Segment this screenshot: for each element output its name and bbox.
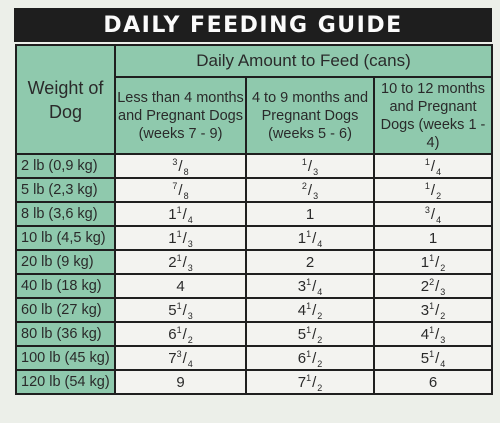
amount-cell: 41/2 [245, 297, 375, 323]
table-row: 5 lb (2,3 kg) 7/8 2/3 1/2 [15, 177, 494, 203]
daily-amount-header: Daily Amount to Feed (cans) [113, 44, 494, 78]
amount-cell: 31/2 [372, 297, 494, 323]
weight-cell: 100 lb (45 kg) [15, 345, 116, 371]
table-row: 100 lb (45 kg) 73/4 61/2 51/4 [15, 345, 494, 371]
amount-cell: 9 [114, 369, 247, 395]
amount-cell: 11/4 [114, 201, 247, 227]
page-title: DAILY FEEDING GUIDE [14, 8, 492, 42]
weight-cell: 40 lb (18 kg) [15, 273, 116, 299]
amount-cell: 61/2 [245, 345, 375, 371]
amount-cell: 4 [114, 273, 247, 299]
amount-cell: 1/3 [245, 153, 375, 179]
weight-column-header: Weight of Dog [15, 44, 116, 155]
weight-cell: 2 lb (0,9 kg) [15, 153, 116, 179]
table-row: 60 lb (27 kg) 51/3 41/2 31/2 [15, 297, 494, 323]
amount-cell: 1 [372, 225, 494, 251]
amount-cell: 51/3 [114, 297, 247, 323]
weight-cell: 60 lb (27 kg) [15, 297, 116, 323]
table-row: 40 lb (18 kg) 4 31/4 22/3 [15, 273, 494, 299]
table-row: 10 lb (4,5 kg) 11/3 11/4 1 [15, 225, 494, 251]
table-row: 2 lb (0,9 kg) 3/8 1/3 1/4 [15, 153, 494, 179]
amount-cell: 22/3 [372, 273, 494, 299]
amount-cell: 1 [245, 201, 375, 227]
amount-cell: 41/3 [372, 321, 494, 347]
amount-cell: 3/4 [372, 201, 494, 227]
column-header-4-to-9-months: 4 to 9 months and Pregnant Dogs (weeks 5… [245, 76, 375, 155]
amount-cell: 21/3 [114, 249, 247, 275]
amount-cell: 51/4 [372, 345, 494, 371]
amount-cell: 3/8 [114, 153, 247, 179]
amount-cell: 11/2 [372, 249, 494, 275]
amount-cell: 6 [372, 369, 494, 395]
table-row: 20 lb (9 kg) 21/3 2 11/2 [15, 249, 494, 275]
amount-cell: 73/4 [114, 345, 247, 371]
amount-cell: 31/4 [245, 273, 375, 299]
feeding-table: Weight of Dog Daily Amount to Feed (cans… [15, 44, 494, 395]
amount-cell: 2/3 [245, 177, 375, 203]
amount-cell: 1/4 [372, 153, 494, 179]
column-header-10-to-12-months: 10 to 12 months and Pregnant Dogs (weeks… [372, 76, 494, 155]
weight-cell: 20 lb (9 kg) [15, 249, 116, 275]
weight-cell: 10 lb (4,5 kg) [15, 225, 116, 251]
amount-cell: 2 [245, 249, 375, 275]
amount-cell: 71/2 [245, 369, 375, 395]
amount-cell: 11/3 [114, 225, 247, 251]
column-header-under-4-months: Less than 4 months and Pregnant Dogs (we… [114, 76, 247, 155]
table-row: 8 lb (3,6 kg) 11/4 1 3/4 [15, 201, 494, 227]
amount-cell: 11/4 [245, 225, 375, 251]
amount-cell: 7/8 [114, 177, 247, 203]
amount-cell: 61/2 [114, 321, 247, 347]
amount-cell: 1/2 [372, 177, 494, 203]
weight-cell: 80 lb (36 kg) [15, 321, 116, 347]
table-row: 80 lb (36 kg) 61/2 51/2 41/3 [15, 321, 494, 347]
table-row: 120 lb (54 kg) 9 71/2 6 [15, 369, 494, 395]
weight-cell: 5 lb (2,3 kg) [15, 177, 116, 203]
weight-cell: 120 lb (54 kg) [15, 369, 116, 395]
amount-cell: 51/2 [245, 321, 375, 347]
weight-cell: 8 lb (3,6 kg) [15, 201, 116, 227]
